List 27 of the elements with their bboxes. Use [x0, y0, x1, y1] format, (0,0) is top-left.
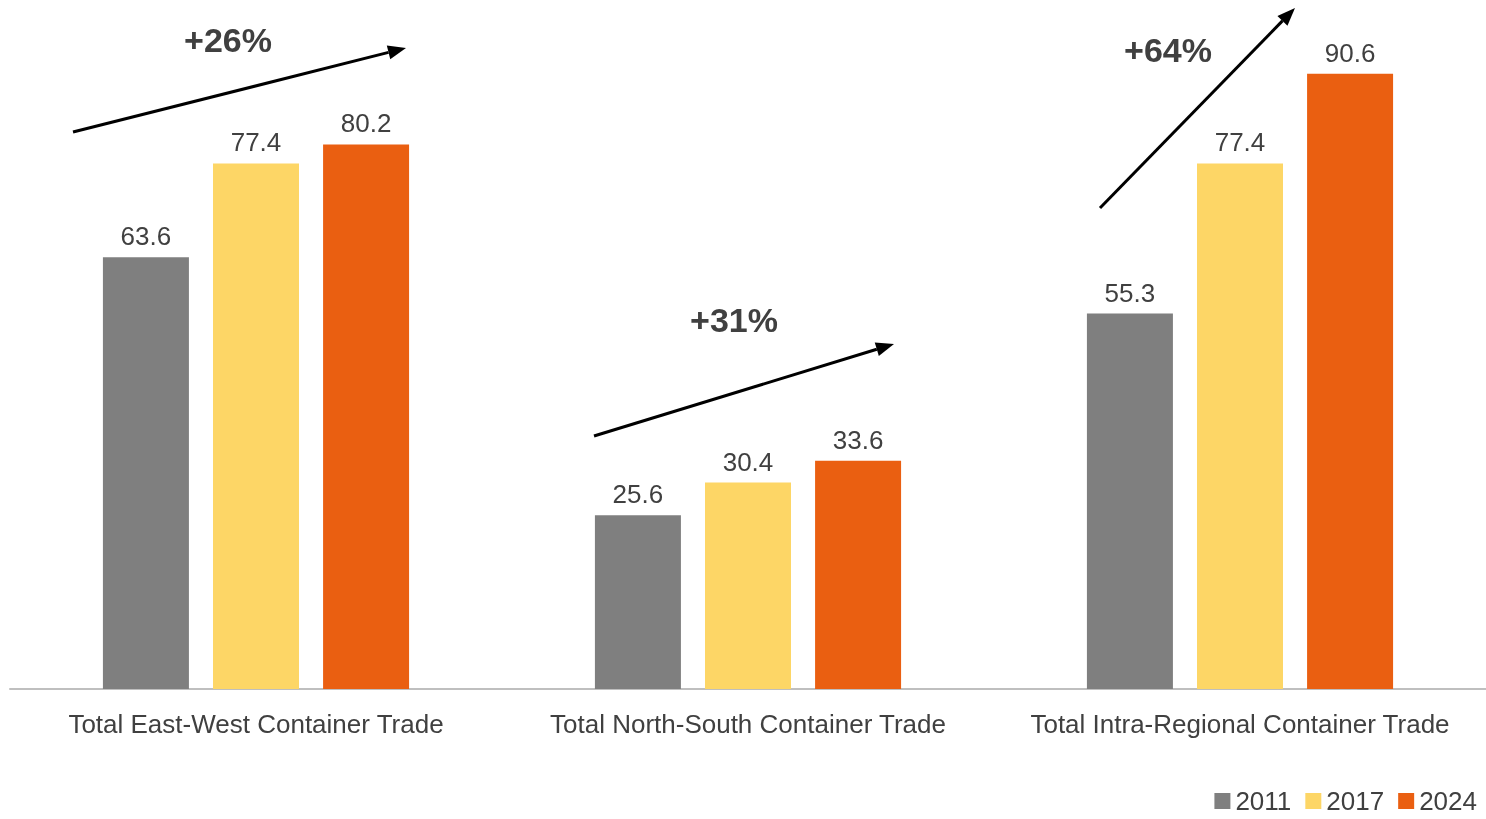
data-label: 55.3: [1104, 277, 1156, 308]
bar: [815, 460, 902, 689]
data-label: 77.4: [1214, 127, 1266, 158]
x-tick-label: Total East-West Container Trade: [68, 709, 444, 739]
data-label: 77.4: [230, 127, 282, 158]
bar: [102, 257, 189, 689]
legend-label: 2011: [1235, 786, 1292, 816]
data-label: 90.6: [1324, 37, 1376, 68]
bar: [705, 482, 791, 689]
x-tick-label: Total Intra-Regional Container Trade: [1030, 709, 1450, 739]
data-label: 80.2: [340, 108, 392, 139]
x-tick-label: Total North-South Container Trade: [550, 709, 946, 739]
bar: [1197, 163, 1283, 689]
legend-label: 2017: [1326, 786, 1385, 816]
bar: [594, 515, 681, 689]
bar: [213, 163, 299, 689]
legend-label: 2024: [1419, 786, 1477, 816]
bar: [1086, 313, 1173, 689]
data-label: 33.6: [832, 424, 884, 455]
data-label: 63.6: [120, 221, 172, 252]
text: +26%: [184, 21, 272, 59]
annotation: +31%: [690, 301, 778, 339]
bar: [323, 144, 410, 689]
bar: [1307, 73, 1394, 689]
data-label: 30.4: [722, 446, 774, 477]
data-label: 25.6: [612, 479, 664, 510]
text: +64%: [1124, 31, 1212, 69]
